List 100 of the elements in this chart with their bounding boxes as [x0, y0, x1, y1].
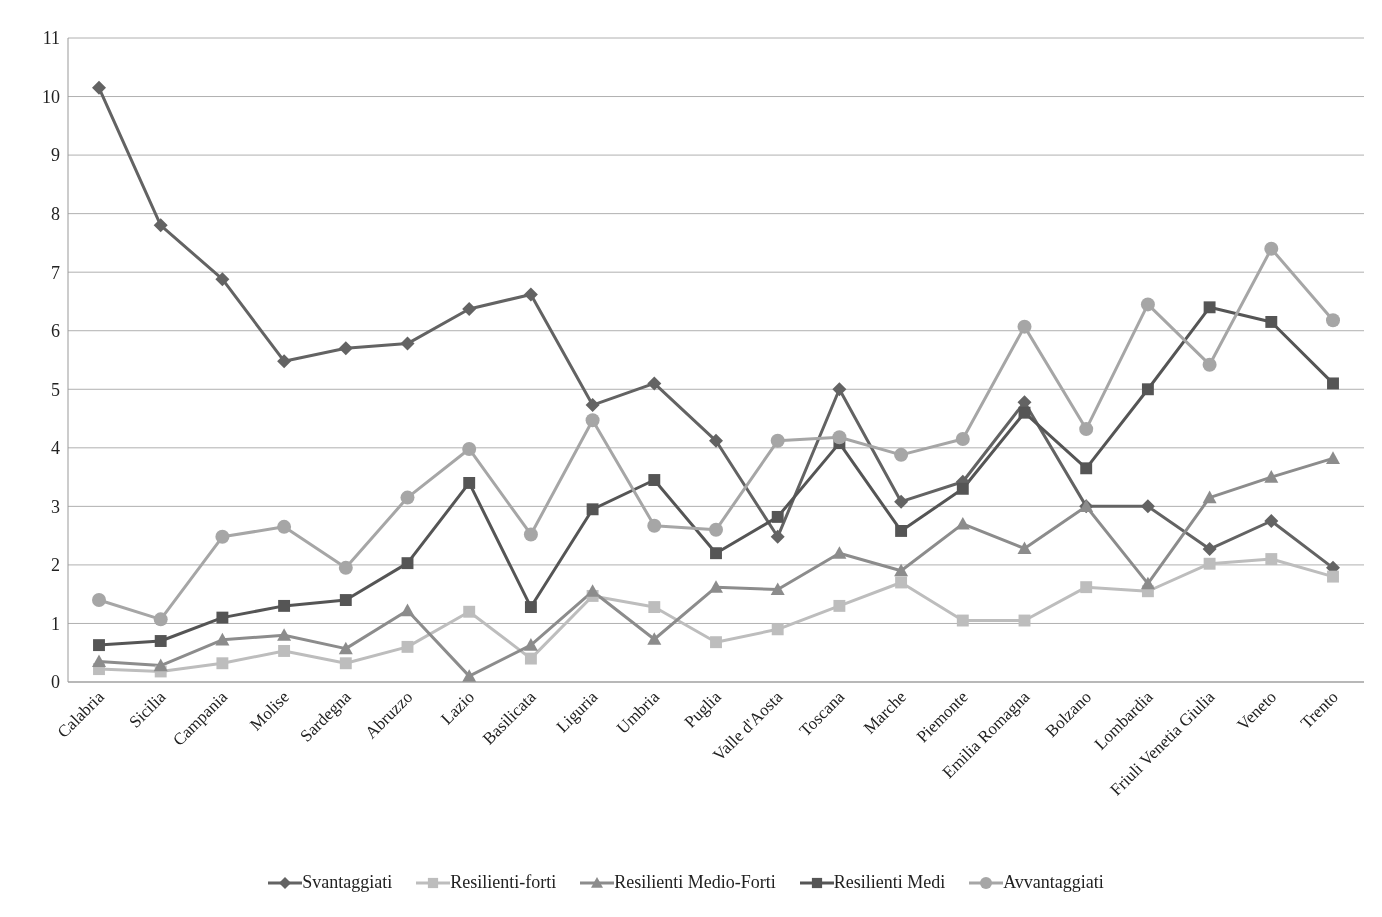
point: [648, 601, 661, 614]
point: [216, 657, 229, 670]
point: [894, 563, 909, 577]
point: [215, 632, 230, 646]
point: [1264, 514, 1279, 528]
y-tick-label: 8: [51, 204, 60, 225]
point: [92, 593, 106, 608]
point: [278, 599, 291, 612]
point: [771, 510, 784, 523]
point: [709, 580, 723, 593]
point: [338, 560, 353, 575]
point: [832, 382, 847, 397]
y-tick-label: 0: [51, 672, 60, 693]
point: [770, 582, 785, 596]
y-tick-label: 7: [51, 262, 60, 283]
point: [956, 482, 969, 495]
point: [1080, 581, 1093, 594]
point: [1264, 241, 1279, 256]
point: [1265, 316, 1278, 328]
point: [154, 635, 167, 647]
point: [647, 518, 662, 533]
point: [894, 447, 909, 462]
point: [216, 611, 229, 624]
point: [1264, 470, 1279, 483]
y-tick-label: 5: [51, 379, 60, 400]
point: [215, 272, 230, 287]
point: [153, 658, 168, 672]
point: [462, 669, 477, 682]
point: [338, 341, 353, 356]
legend-label: Resilienti Medi: [832, 872, 946, 893]
point: [895, 576, 908, 589]
point: [401, 640, 414, 653]
point: [832, 430, 847, 445]
y-tick-label: 3: [51, 496, 60, 517]
point: [1017, 319, 1032, 334]
point: [1203, 301, 1216, 314]
point: [832, 546, 847, 559]
point: [771, 623, 784, 636]
point: [585, 398, 600, 413]
point: [1018, 406, 1031, 419]
point: [709, 433, 723, 448]
point: [523, 638, 538, 651]
point: [585, 584, 600, 597]
y-tick-label: 9: [51, 145, 60, 166]
point: [770, 529, 785, 544]
point: [955, 516, 970, 530]
point: [277, 354, 292, 369]
point: [462, 302, 477, 317]
point: [278, 645, 291, 657]
point: [524, 652, 537, 665]
point: [647, 632, 662, 645]
point: [339, 594, 352, 606]
y-tick-label: 11: [42, 28, 60, 49]
point: [1140, 576, 1155, 590]
point: [401, 557, 414, 570]
legend-label: Svantaggiati: [301, 872, 393, 893]
point: [462, 441, 477, 456]
point: [647, 376, 662, 391]
point: [400, 603, 415, 617]
point: [1202, 490, 1217, 504]
point: [1327, 570, 1339, 583]
point: [338, 641, 353, 655]
point: [1326, 451, 1340, 464]
legend-label: Avvantaggiati: [1002, 872, 1104, 893]
y-tick-label: 2: [51, 555, 60, 576]
point: [524, 601, 537, 614]
point: [1265, 553, 1278, 566]
point: [1140, 297, 1155, 312]
point: [463, 605, 476, 618]
point: [895, 525, 908, 537]
point: [215, 529, 230, 544]
point: [585, 413, 600, 428]
point: [648, 474, 661, 486]
y-tick-label: 6: [51, 321, 60, 342]
point: [1079, 422, 1094, 437]
point: [894, 494, 909, 509]
point: [1202, 542, 1217, 557]
point: [586, 503, 599, 516]
point: [710, 636, 722, 649]
point: [1141, 383, 1154, 396]
point: [956, 614, 969, 627]
point: [339, 657, 352, 670]
y-tick-label: 4: [51, 438, 60, 459]
point: [153, 612, 168, 627]
point: [153, 218, 168, 233]
legend-label: Resilienti-forti: [449, 872, 557, 893]
point: [833, 599, 846, 612]
y-tick-label: 1: [51, 613, 60, 634]
point: [277, 628, 292, 641]
y-tick-label: 10: [42, 86, 60, 107]
point: [1017, 541, 1032, 555]
point: [1203, 557, 1216, 570]
point: [1327, 377, 1339, 390]
point: [523, 527, 538, 542]
point: [710, 547, 722, 560]
point: [277, 519, 292, 534]
point: [1326, 313, 1340, 328]
point: [523, 287, 538, 302]
point: [463, 477, 476, 489]
point: [955, 432, 970, 447]
